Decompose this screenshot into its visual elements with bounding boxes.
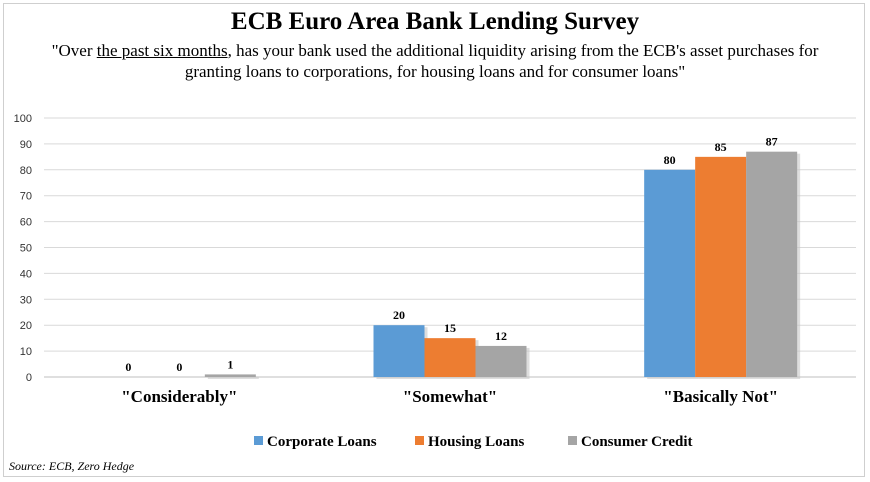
y-tick-label: 80 — [20, 165, 32, 177]
data-label: 87 — [766, 135, 778, 149]
category-labels: "Considerably" "Somewhat" "Basically Not" — [121, 387, 778, 406]
subtitle-after: , has your bank used the additional liqu… — [184, 41, 819, 81]
y-tick-label: 70 — [20, 191, 32, 203]
y-tick-label: 50 — [20, 243, 32, 255]
y-tick-label: 30 — [20, 294, 32, 306]
legend-label: Consumer Credit — [581, 434, 693, 450]
bar — [695, 156, 747, 377]
data-label: 85 — [715, 140, 727, 154]
legend-swatch — [415, 436, 424, 445]
data-label: 80 — [664, 153, 676, 167]
y-tick-label: 0 — [26, 372, 32, 384]
category-label: "Considerably" — [121, 387, 237, 406]
y-tick-label: 20 — [20, 320, 32, 332]
bar — [746, 151, 798, 377]
bars — [204, 151, 801, 379]
y-tick-label: 10 — [20, 346, 32, 358]
legend-label: Corporate Loans — [267, 434, 377, 450]
legend-swatch — [254, 436, 263, 445]
category-label: "Basically Not" — [663, 387, 778, 406]
bar — [424, 338, 476, 377]
data-label: 12 — [495, 329, 507, 343]
bar-shadow — [207, 376, 259, 379]
y-tick-label: 40 — [20, 268, 32, 280]
data-labels: 0 0 1 20 15 12 80 85 87 — [125, 135, 777, 374]
data-label: 15 — [444, 321, 456, 335]
data-label: 1 — [227, 357, 233, 371]
legend: Corporate Loans Housing Loans Consumer Cre… — [254, 434, 693, 450]
data-label: 0 — [125, 360, 131, 374]
y-tick-labels: 0 10 20 30 40 50 60 70 80 90 100 — [14, 113, 32, 384]
bar — [644, 169, 696, 377]
data-label: 0 — [176, 360, 182, 374]
category-label: "Somewhat" — [403, 387, 497, 406]
subtitle-underlined: the past six months — [96, 41, 228, 60]
chart-frame — [3, 3, 865, 477]
y-tick-label: 60 — [20, 217, 32, 229]
data-label: 20 — [393, 308, 405, 322]
chart-title: ECB Euro Area Bank Lending Survey — [230, 8, 640, 35]
bar — [373, 325, 425, 377]
bar — [204, 374, 256, 377]
source-note: Source: ECB, Zero Hedge — [9, 459, 135, 473]
chart-subtitle: "Over the past six months, has your bank… — [40, 40, 830, 82]
bar — [475, 345, 527, 377]
y-tick-label: 100 — [14, 113, 32, 125]
legend-swatch — [568, 436, 577, 445]
legend-label: Housing Loans — [428, 434, 524, 450]
subtitle-before: "Over — [51, 41, 97, 60]
y-tick-label: 90 — [20, 139, 32, 151]
